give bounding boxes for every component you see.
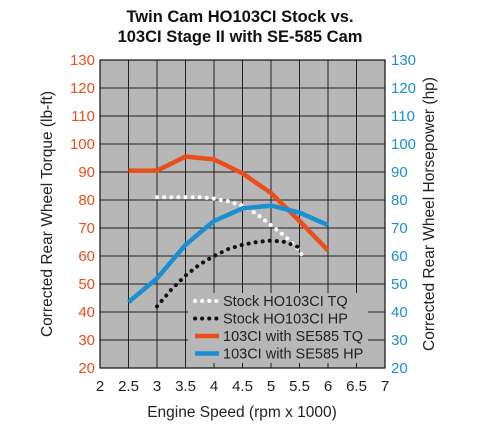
legend-label-3: 103CI with SE585 TQ [223,329,363,345]
y-tick-label-right: 50 [391,276,408,293]
plot-frame [99,59,386,369]
y-tick-label-left: 90 [78,164,95,181]
x-tick-label: 4.5 [232,378,253,395]
x-tick-label: 5 [267,378,275,395]
y-axis-label-right: Corrected Rear Wheel Horsepower (hp) [421,77,438,351]
chart-title: Twin Cam HO103CI Stock vs. 103CI Stage I… [0,7,480,47]
y-tick-label-left: 20 [78,360,95,377]
chart-title-line1: Twin Cam HO103CI Stock vs. [126,8,354,26]
y-tick-label-right: 20 [391,360,408,377]
chart-title-line2: 103CI Stage II with SE-585 Cam [117,28,363,46]
y-tick-label-right: 80 [391,192,408,209]
y-tick-label-right: 70 [391,220,408,237]
y-tick-label-right: 40 [391,304,408,321]
legend-label-4: 103CI with SE585 HP [223,347,363,363]
x-tick-label: 6 [324,378,332,395]
y-tick-label-right: 100 [391,136,416,153]
y-tick-label-right: 90 [391,164,408,181]
x-tick-label: 5.5 [289,378,310,395]
y-tick-label-left: 80 [78,192,95,209]
series-layer [127,154,330,309]
y-tick-label-right: 60 [391,248,408,265]
legend-label-2: Stock HO103CI HP [223,312,348,328]
y-tick-label-left: 110 [71,108,95,125]
y-tick-label-left: 50 [78,276,95,293]
series-line-2 [155,238,302,309]
y-axis-label-left: Corrected Rear Wheel Torque (lb-ft) [39,91,56,337]
y-tick-label-left: 70 [78,220,95,237]
y-tick-label-left: 120 [70,80,95,97]
x-tick-label: 7 [381,378,389,395]
x-tick-label: 2.5 [118,378,139,395]
series-line-4 [127,203,329,304]
y-tick-label-left: 100 [70,136,95,153]
x-axis-label: Engine Speed (rpm x 1000) [147,404,337,421]
y-tick-label-left: 130 [70,52,95,69]
y-tick-label-right: 120 [391,80,416,97]
x-tick-label: 2 [96,378,104,395]
ticks: 2 2.5 3 3.5 4 4.5 5 5.5 6 6.5 7 130 120 110 100 90 80 70 6… [70,52,416,395]
y-tick-label-left: 40 [78,304,95,321]
y-tick-label-right: 110 [391,108,415,125]
x-tick-label: 6.5 [346,378,367,395]
legend-label-1: Stock HO103CI TQ [223,294,348,310]
y-tick-label-right: 30 [391,332,408,349]
x-tick-label: 3 [153,378,161,395]
y-tick-label-right: 130 [391,52,416,69]
x-tick-label: 4 [210,378,218,395]
y-tick-label-left: 60 [78,248,95,265]
series-line-1 [155,195,305,258]
x-tick-label: 3.5 [175,378,196,395]
y-tick-label-left: 30 [78,332,95,349]
series-line-3 [128,154,330,252]
